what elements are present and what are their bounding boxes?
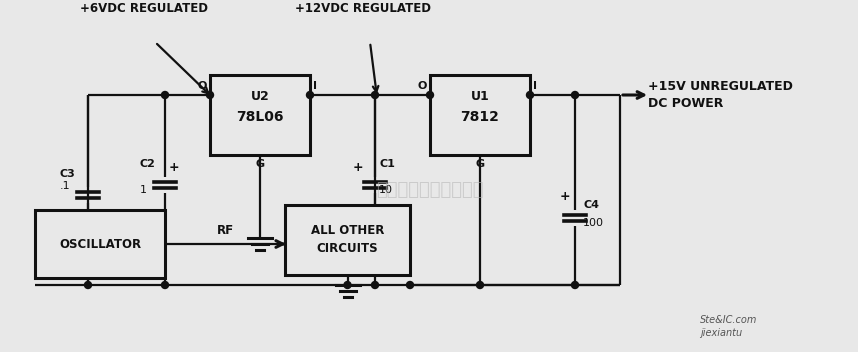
Circle shape [84,282,92,289]
Text: +15V UNREGULATED
DC POWER: +15V UNREGULATED DC POWER [648,80,793,110]
Circle shape [306,92,313,99]
Text: G: G [475,159,484,169]
Text: O: O [418,81,427,91]
Bar [430,75,530,155]
Bar [285,205,410,275]
Text: 7812: 7812 [461,110,499,124]
Text: 杭州待睿科技有限公司: 杭州待睿科技有限公司 [377,181,484,199]
Circle shape [161,92,168,99]
Circle shape [161,282,168,289]
Bar [35,210,165,278]
Text: +6VDC REGULATED: +6VDC REGULATED [80,2,208,15]
Text: +: + [169,161,179,174]
Text: jiexiantu: jiexiantu [700,328,742,338]
Circle shape [344,282,351,289]
Text: CIRCUITS: CIRCUITS [317,243,378,256]
Circle shape [527,92,534,99]
Text: C1: C1 [379,159,395,169]
Text: +12VDC REGULATED: +12VDC REGULATED [295,2,431,15]
Text: U1: U1 [471,90,489,103]
Bar [210,75,310,155]
Text: I: I [313,81,317,91]
Circle shape [372,282,378,289]
Text: 78L06: 78L06 [236,110,284,124]
Text: U2: U2 [251,90,269,103]
Text: Ste&IC.com: Ste&IC.com [700,315,758,325]
Text: I: I [533,81,537,91]
Circle shape [426,92,433,99]
Circle shape [207,92,214,99]
Text: 10: 10 [379,185,393,195]
Circle shape [571,282,578,289]
Text: ALL OTHER: ALL OTHER [311,225,384,238]
Circle shape [571,92,578,99]
Text: C3: C3 [60,169,76,179]
Text: +: + [353,161,364,174]
Text: O: O [197,81,207,91]
Text: C2: C2 [140,159,156,169]
Text: +: + [560,190,571,203]
Text: .1: .1 [60,181,70,191]
Text: 1: 1 [140,185,147,195]
Text: C4: C4 [583,200,599,210]
Text: 100: 100 [583,218,604,228]
Text: RF: RF [216,224,233,237]
Circle shape [407,282,414,289]
Text: G: G [255,159,264,169]
Circle shape [476,282,484,289]
Circle shape [372,92,378,99]
Text: OSCILLATOR: OSCILLATOR [59,238,141,251]
